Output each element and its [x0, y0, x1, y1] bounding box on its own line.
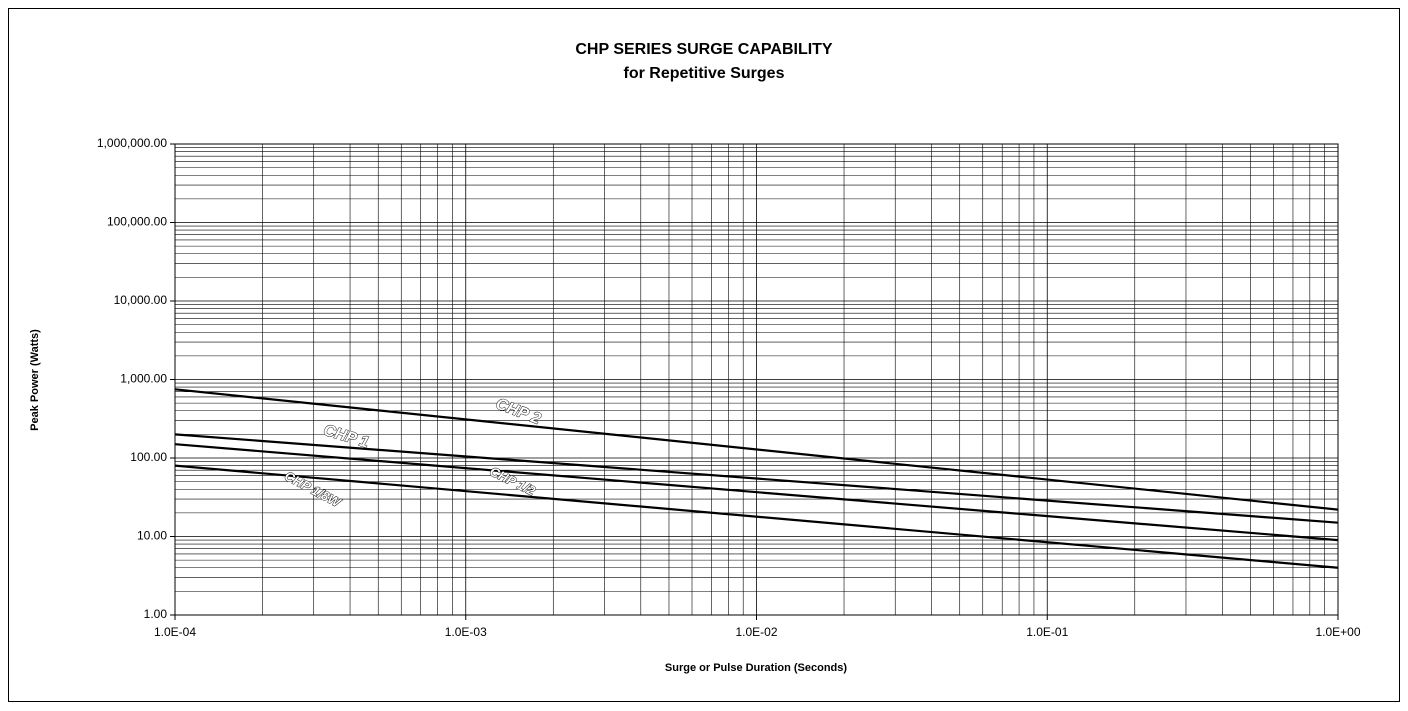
y-tick-label: 1,000,000.00	[97, 136, 167, 150]
y-tick-label: 100.00	[130, 450, 167, 464]
chart-subtitle: for Repetitive Surges	[624, 65, 785, 82]
y-tick-label: 1.00	[144, 607, 168, 621]
series-line	[174, 433, 1339, 524]
x-axis-label: Surge or Pulse Duration (Seconds)	[665, 662, 847, 674]
y-tick-label: 10,000.00	[114, 293, 168, 307]
x-tick-label: 1.0E-01	[1026, 625, 1068, 639]
chart-border	[8, 8, 1400, 702]
x-tick-label: 1.0E-04	[154, 625, 196, 639]
x-tick-label: 1.0E-02	[735, 625, 777, 639]
series-line	[174, 464, 1339, 569]
y-tick-label: 1,000.00	[120, 372, 167, 386]
y-axis-label: Peak Power (Watts)	[29, 329, 41, 431]
plot-area	[174, 143, 1339, 616]
x-tick-label: 1.0E-03	[445, 625, 487, 639]
chart-title: CHP SERIES SURGE CAPABILITY	[575, 41, 833, 58]
y-tick-label: 10.00	[137, 529, 167, 543]
series-line	[174, 388, 1339, 511]
series-line	[174, 443, 1339, 542]
y-tick-label: 100,000.00	[107, 215, 167, 229]
x-tick-label: 1.0E+00	[1315, 625, 1360, 639]
